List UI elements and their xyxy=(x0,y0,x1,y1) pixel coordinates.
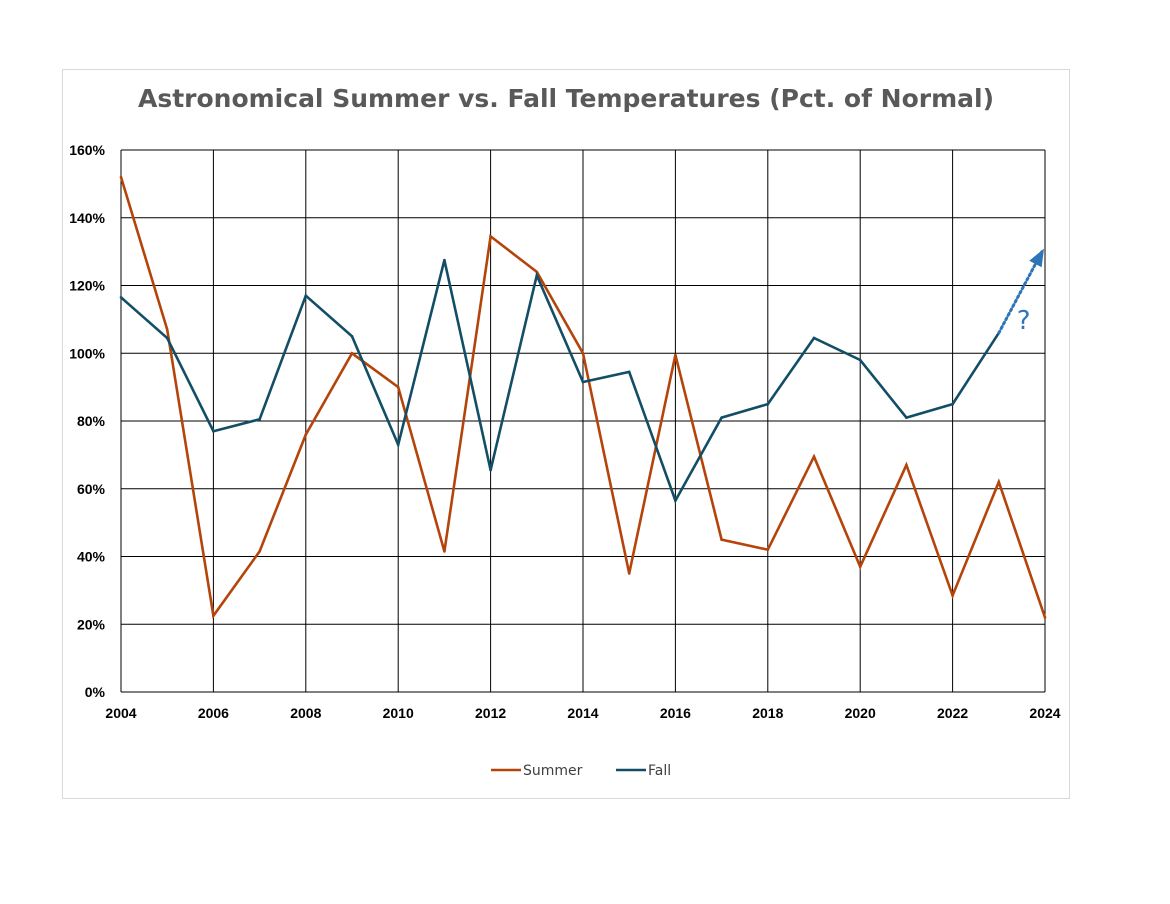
data-point xyxy=(581,380,585,384)
axis-tick-labels: 0% 20% 40% 60% 80% 100% 120% 140% 160% 2004 2006 20… xyxy=(69,142,1061,721)
data-point xyxy=(674,353,677,357)
legend: Summer Fall xyxy=(491,763,671,779)
data-point xyxy=(443,550,446,553)
x-tick-label: 2016 xyxy=(660,705,691,721)
forecast-annotation: ? xyxy=(997,248,1044,336)
data-point xyxy=(858,565,862,568)
x-tick-label: 2006 xyxy=(198,705,229,721)
data-point xyxy=(674,499,677,502)
legend-label: Fall xyxy=(648,763,671,779)
data-point xyxy=(627,370,631,374)
y-tick-label: 80% xyxy=(77,413,106,429)
y-tick-label: 140% xyxy=(69,210,105,226)
x-tick-label: 2008 xyxy=(290,705,321,721)
data-point xyxy=(812,455,816,458)
data-point xyxy=(489,235,492,238)
data-point xyxy=(766,402,770,406)
data-point xyxy=(350,335,354,338)
data-point xyxy=(258,418,261,421)
y-tick-label: 120% xyxy=(69,278,105,294)
x-tick-label: 2022 xyxy=(937,705,968,721)
series-line-fall xyxy=(120,259,1000,504)
data-point xyxy=(905,463,908,467)
data-point xyxy=(304,433,308,436)
data-point xyxy=(258,550,261,553)
series-lines xyxy=(119,175,1047,620)
x-tick-label: 2018 xyxy=(752,705,783,721)
y-tick-label: 160% xyxy=(69,142,105,158)
data-point xyxy=(212,429,215,433)
data-point xyxy=(350,351,354,355)
data-point xyxy=(997,480,1001,484)
data-point xyxy=(489,468,492,472)
y-tick-label: 40% xyxy=(77,549,106,565)
data-point xyxy=(1043,616,1047,619)
y-tick-label: 60% xyxy=(77,481,106,497)
data-point xyxy=(535,274,539,277)
data-point xyxy=(720,538,723,541)
data-point xyxy=(304,294,308,297)
x-tick-label: 2024 xyxy=(1029,705,1060,721)
data-point xyxy=(443,258,446,262)
legend-label: Summer xyxy=(523,763,583,779)
legend-item-fall: Fall xyxy=(616,763,671,779)
data-point xyxy=(627,572,631,575)
data-point xyxy=(212,614,215,618)
x-tick-label: 2014 xyxy=(567,705,598,721)
dotted-arrow-line xyxy=(997,250,1044,335)
data-point xyxy=(119,175,123,179)
data-point xyxy=(812,336,816,340)
legend-item-summer: Summer xyxy=(491,763,583,779)
arrow-head xyxy=(1029,248,1044,268)
y-tick-label: 20% xyxy=(77,616,106,632)
x-tick-label: 2020 xyxy=(845,705,876,721)
data-point xyxy=(858,358,862,362)
data-point xyxy=(165,328,169,331)
x-tick-label: 2012 xyxy=(475,705,506,721)
data-point xyxy=(951,594,954,597)
data-point xyxy=(766,548,770,552)
data-point xyxy=(396,443,400,447)
data-point xyxy=(905,416,908,419)
data-point xyxy=(951,402,954,406)
data-point xyxy=(165,336,169,340)
y-tick-label: 100% xyxy=(69,345,105,361)
x-tick-label: 2010 xyxy=(383,705,414,721)
chart-frame xyxy=(62,69,1070,799)
y-tick-label: 0% xyxy=(85,684,106,700)
data-point xyxy=(720,416,723,419)
data-point xyxy=(396,385,400,389)
grid xyxy=(120,149,1046,693)
data-point xyxy=(119,296,123,299)
data-point xyxy=(581,351,585,355)
chart-title: Astronomical Summer vs. Fall Temperature… xyxy=(137,84,995,113)
x-tick-label: 2004 xyxy=(105,705,136,721)
question-mark-annotation: ? xyxy=(1017,306,1031,336)
